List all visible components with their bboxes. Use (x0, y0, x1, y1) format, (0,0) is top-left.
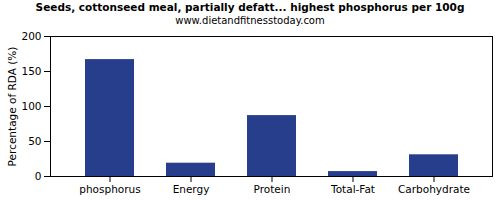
svg-text:Energy: Energy (173, 183, 210, 195)
svg-text:200: 200 (21, 30, 41, 42)
svg-text:Protein: Protein (254, 183, 291, 195)
svg-text:Total-Fat: Total-Fat (330, 183, 375, 195)
svg-text:Percentage of RDA (%): Percentage of RDA (%) (6, 47, 18, 167)
svg-text:phosphorus: phosphorus (79, 183, 140, 195)
svg-text:Carbohydrate: Carbohydrate (398, 183, 470, 195)
svg-text:150: 150 (21, 65, 41, 77)
svg-text:0: 0 (35, 170, 42, 182)
html-text:Seeds, cottonseed meal, partia: Seeds, cottonseed meal, partially defatt… (35, 1, 465, 13)
svg-text:100: 100 (21, 100, 41, 112)
svg-text:50: 50 (28, 135, 41, 147)
html-text:www.dietandfitnesstoday.com: www.dietandfitnesstoday.com (175, 15, 325, 26)
